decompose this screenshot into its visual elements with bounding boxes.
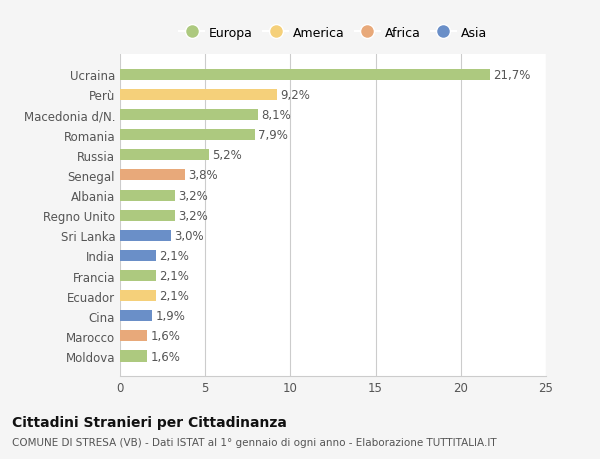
Text: 5,2%: 5,2% — [212, 149, 242, 162]
Text: COMUNE DI STRESA (VB) - Dati ISTAT al 1° gennaio di ogni anno - Elaborazione TUT: COMUNE DI STRESA (VB) - Dati ISTAT al 1°… — [12, 437, 497, 447]
Text: 2,1%: 2,1% — [159, 290, 189, 302]
Text: 8,1%: 8,1% — [262, 109, 291, 122]
Text: 21,7%: 21,7% — [493, 69, 530, 82]
Text: 3,0%: 3,0% — [175, 230, 204, 242]
Text: Cittadini Stranieri per Cittadinanza: Cittadini Stranieri per Cittadinanza — [12, 415, 287, 429]
Bar — [120, 150, 209, 161]
Bar — [120, 70, 490, 81]
Bar — [120, 291, 156, 302]
Bar — [120, 351, 147, 362]
Text: 3,8%: 3,8% — [188, 169, 218, 182]
Text: 1,6%: 1,6% — [151, 350, 181, 363]
Bar — [120, 250, 156, 262]
Legend: Europa, America, Africa, Asia: Europa, America, Africa, Asia — [175, 23, 491, 43]
Bar — [120, 230, 171, 241]
Text: 9,2%: 9,2% — [280, 89, 310, 102]
Text: 2,1%: 2,1% — [159, 249, 189, 263]
Bar — [120, 90, 277, 101]
Text: 1,6%: 1,6% — [151, 330, 181, 343]
Text: 1,9%: 1,9% — [156, 310, 185, 323]
Bar — [120, 210, 175, 221]
Bar — [120, 110, 258, 121]
Text: 3,2%: 3,2% — [178, 209, 208, 222]
Bar — [120, 190, 175, 201]
Bar — [120, 330, 147, 341]
Bar — [120, 311, 152, 322]
Text: 7,9%: 7,9% — [258, 129, 288, 142]
Bar — [120, 130, 254, 141]
Text: 2,1%: 2,1% — [159, 269, 189, 282]
Bar — [120, 170, 185, 181]
Bar — [120, 270, 156, 281]
Text: 3,2%: 3,2% — [178, 189, 208, 202]
